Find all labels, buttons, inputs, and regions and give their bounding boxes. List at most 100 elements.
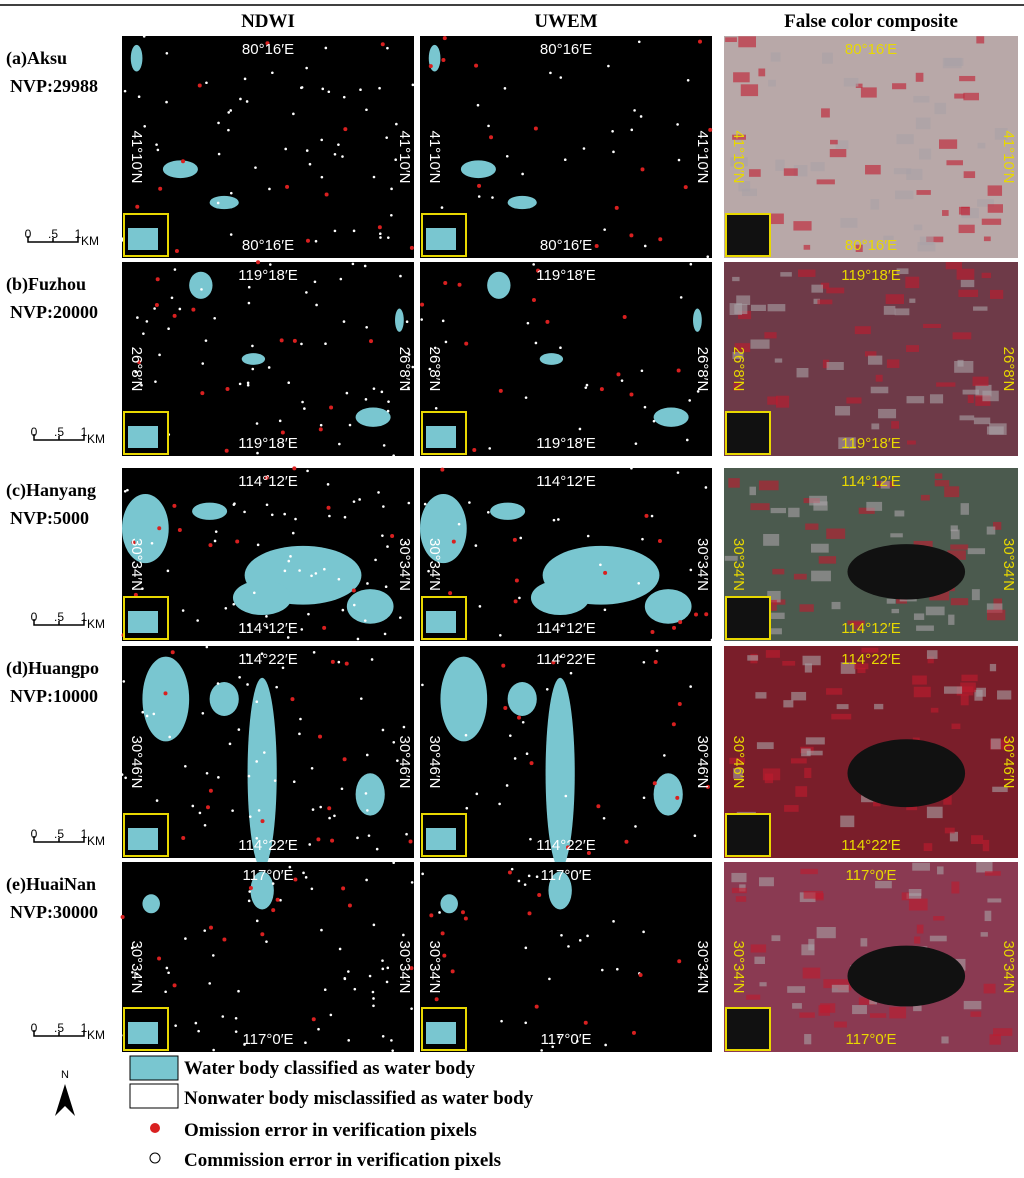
- misclassified-pixel: [319, 423, 323, 427]
- texture: [835, 406, 851, 416]
- map-panel: 117°0′E 117°0′E 30°34′N 30°34′N: [420, 862, 712, 1052]
- misclassified-pixel: [576, 1039, 579, 1043]
- inset-water: [128, 228, 158, 250]
- misclassified-pixel: [126, 488, 129, 492]
- misclassified-pixel: [368, 974, 372, 978]
- misclassified-pixel: [375, 847, 379, 851]
- misclassified-pixel: [352, 229, 356, 233]
- texture: [961, 208, 979, 219]
- misclassified-pixel: [567, 945, 570, 948]
- misclassified-pixel: [310, 887, 314, 891]
- texture: [956, 268, 975, 280]
- texture: [915, 117, 931, 130]
- water-dark: [847, 739, 966, 808]
- misclassified-pixel: [137, 95, 141, 99]
- omission-pixel: [174, 249, 179, 254]
- misclassified-pixel: [578, 427, 582, 431]
- texture: [891, 608, 900, 614]
- texture: [758, 68, 766, 77]
- water-area: [346, 589, 394, 624]
- omission-pixel: [133, 592, 138, 597]
- misclassified-pixel: [247, 301, 251, 305]
- omission-pixel: [157, 526, 162, 531]
- texture: [919, 236, 934, 246]
- misclassified-pixel: [224, 606, 228, 610]
- omission-pixel: [501, 663, 506, 668]
- misclassified-pixel: [141, 587, 144, 590]
- texture: [944, 57, 964, 66]
- texture: [936, 382, 956, 387]
- coord-bottom: 114°12′E: [238, 620, 297, 637]
- texture: [929, 394, 944, 404]
- misclassified-pixel: [233, 502, 236, 505]
- omission-pixel: [704, 612, 709, 617]
- misclassified-pixel: [633, 109, 636, 112]
- misclassified-pixel: [444, 340, 448, 344]
- omission-pixel: [260, 819, 265, 824]
- misclassified-pixel: [165, 51, 169, 55]
- water-area: [420, 493, 467, 564]
- coord-left: 26°8′N: [730, 347, 747, 392]
- texture: [989, 663, 997, 672]
- texture: [864, 351, 877, 357]
- misclassified-pixel: [640, 369, 644, 373]
- scale-tick: 0: [31, 827, 38, 841]
- texture: [926, 236, 944, 243]
- texture: [733, 382, 741, 391]
- misclassified-pixel: [341, 608, 345, 612]
- omission-pixel: [653, 659, 658, 664]
- misclassified-pixel: [603, 228, 606, 231]
- coord-bottom: 117°0′E: [540, 1031, 591, 1048]
- misclassified-pixel: [381, 959, 384, 962]
- misclassified-pixel: [503, 87, 507, 90]
- texture: [784, 805, 799, 812]
- misclassified-pixel: [246, 683, 249, 686]
- omission-pixel: [537, 892, 542, 897]
- misclassified-pixel: [545, 687, 549, 691]
- misclassified-pixel: [689, 262, 693, 266]
- texture: [912, 862, 930, 871]
- inset-water: [128, 828, 158, 850]
- omission-pixel: [327, 806, 332, 811]
- texture: [929, 935, 947, 942]
- misclassified-pixel: [345, 391, 349, 395]
- omission-pixel: [694, 612, 699, 617]
- texture: [916, 924, 924, 934]
- misclassified-pixel: [154, 380, 157, 383]
- misclassified-pixel: [559, 346, 562, 350]
- omission-pixel: [658, 237, 663, 242]
- misclassified-pixel: [620, 379, 624, 383]
- texture: [732, 134, 746, 140]
- texture: [822, 52, 833, 64]
- texture: [987, 204, 1003, 213]
- misclassified-pixel: [245, 100, 249, 103]
- texture: [983, 236, 991, 242]
- texture: [943, 792, 952, 805]
- misclassified-pixel: [305, 66, 308, 70]
- texture: [951, 723, 961, 730]
- omission-pixel: [448, 591, 453, 596]
- texture: [793, 164, 808, 177]
- misclassified-pixel: [217, 152, 221, 156]
- misclassified-pixel: [221, 1015, 225, 1018]
- texture: [894, 190, 914, 200]
- misclassified-pixel: [517, 879, 521, 883]
- omission-pixel: [420, 302, 425, 307]
- misclassified-pixel: [323, 988, 327, 991]
- texture: [767, 612, 785, 619]
- texture: [767, 304, 786, 312]
- misclassified-pixel: [201, 362, 205, 365]
- omission-pixel: [474, 63, 479, 68]
- texture: [971, 589, 980, 601]
- omission-pixel: [457, 282, 462, 287]
- texture: [934, 473, 943, 479]
- misclassified-pixel: [347, 970, 350, 973]
- texture: [858, 997, 875, 1005]
- misclassified-pixel: [156, 148, 160, 152]
- scale-bar: [33, 836, 85, 843]
- misclassified-pixel: [184, 764, 187, 768]
- water-area: [192, 502, 228, 520]
- texture: [834, 1021, 847, 1028]
- misclassified-pixel: [304, 876, 308, 879]
- coord-top: 114°22′E: [238, 651, 297, 668]
